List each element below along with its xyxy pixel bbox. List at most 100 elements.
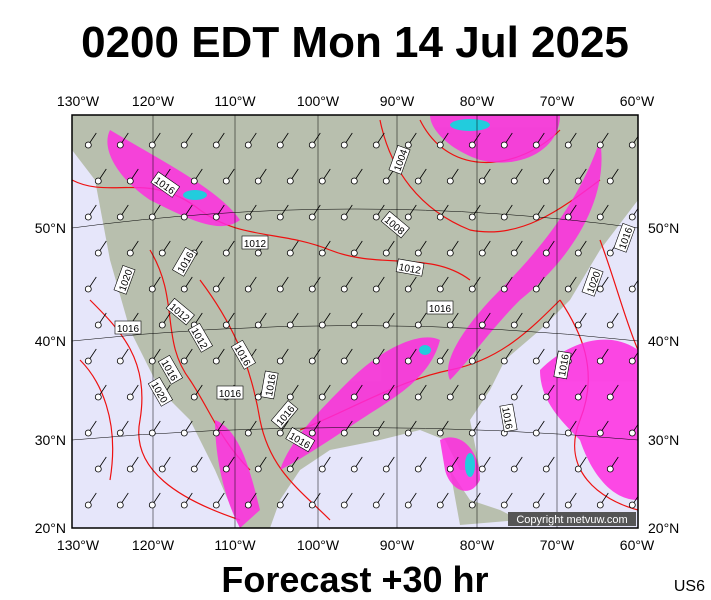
label-box [581, 267, 604, 297]
station [340, 141, 348, 149]
station [606, 321, 614, 329]
station [116, 213, 124, 221]
lat-label: 20°N [648, 520, 679, 536]
station [254, 177, 262, 185]
station [372, 429, 380, 437]
station [414, 393, 422, 401]
station [639, 178, 645, 184]
station [382, 465, 390, 473]
station [180, 357, 188, 365]
label-box [187, 322, 213, 353]
station [564, 285, 572, 293]
station [478, 177, 486, 185]
station [126, 177, 134, 185]
station [468, 141, 476, 149]
isobar-value: 1016 [219, 389, 242, 400]
station [190, 393, 198, 401]
station [574, 177, 582, 185]
label-box [285, 427, 316, 453]
station [446, 249, 454, 257]
station [446, 321, 454, 329]
station [318, 393, 326, 401]
lon-label: 60°W [620, 537, 655, 553]
station [542, 177, 550, 185]
isobar-value: 1016 [117, 324, 140, 335]
station [340, 285, 348, 293]
map-frame [71, 114, 639, 529]
station [254, 465, 262, 473]
heavy-precipitation [183, 119, 490, 477]
station [542, 393, 550, 401]
label-box [613, 223, 636, 253]
land [450, 470, 520, 525]
lon-label: 130°W [57, 537, 100, 553]
label-box [147, 376, 173, 407]
station [628, 357, 636, 365]
station [404, 213, 412, 221]
station [596, 141, 604, 149]
station [382, 249, 390, 257]
station [628, 501, 636, 509]
station [382, 393, 390, 401]
isobar-value: 1012 [244, 239, 267, 250]
title: 0200 EDT Mon 14 Jul 2025 [81, 18, 629, 67]
station [404, 501, 412, 509]
station [180, 141, 188, 149]
station [382, 321, 390, 329]
station [446, 177, 454, 185]
label-box [388, 145, 411, 175]
station [372, 357, 380, 365]
graticule [72, 115, 638, 528]
station [628, 141, 636, 149]
station [148, 141, 156, 149]
lon-label: 70°W [540, 537, 575, 553]
station [126, 393, 134, 401]
station [276, 357, 284, 365]
station [436, 141, 444, 149]
station [308, 213, 316, 221]
station [468, 213, 476, 221]
lon-label: 90°W [380, 93, 415, 109]
station [116, 357, 124, 365]
wind-barb [642, 241, 650, 253]
station [639, 466, 645, 472]
station [436, 501, 444, 509]
station [510, 321, 518, 329]
isobar-label: 1012 [395, 258, 425, 277]
station [148, 285, 156, 293]
station [222, 321, 230, 329]
station [318, 465, 326, 473]
station [116, 141, 124, 149]
lat-label: 50°N [35, 220, 66, 236]
lat-label: 40°N [648, 333, 679, 349]
station [564, 213, 572, 221]
station [628, 429, 636, 437]
station [308, 357, 316, 365]
station [468, 501, 476, 509]
station [126, 249, 134, 257]
isobar-labels: 1016100410081012101210161020101610161012… [113, 145, 636, 453]
label-box [426, 300, 454, 315]
station [532, 213, 540, 221]
station [94, 465, 102, 473]
station [116, 501, 124, 509]
station [276, 501, 284, 509]
station [468, 357, 476, 365]
station [639, 322, 645, 328]
station [286, 465, 294, 473]
label-box [499, 403, 518, 433]
station [276, 213, 284, 221]
station [244, 429, 252, 437]
station [414, 177, 422, 185]
station [500, 141, 508, 149]
station [190, 177, 198, 185]
station [212, 285, 220, 293]
label-box [172, 246, 198, 277]
station [478, 321, 486, 329]
station [468, 285, 476, 293]
stations [84, 132, 650, 509]
station [532, 357, 540, 365]
isobar-label: 1012 [241, 235, 269, 250]
station [468, 429, 476, 437]
station [318, 177, 326, 185]
